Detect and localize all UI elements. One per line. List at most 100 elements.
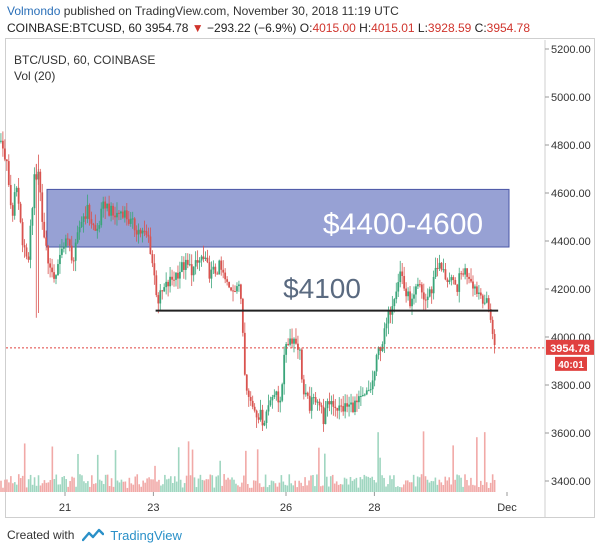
candle-body xyxy=(218,260,221,275)
volume-bar xyxy=(166,479,168,492)
candle-body xyxy=(415,286,417,295)
candle-body xyxy=(70,245,73,261)
candle-body xyxy=(139,229,142,234)
candle-body xyxy=(243,332,246,375)
candle-body xyxy=(15,187,18,193)
candle-body xyxy=(253,406,256,411)
candle-body xyxy=(167,281,170,287)
volume-bar xyxy=(288,474,291,492)
volume-bar xyxy=(168,478,170,492)
candle-body xyxy=(200,256,203,261)
candle-body xyxy=(424,299,427,301)
volume-bar xyxy=(14,482,16,492)
volume-bar xyxy=(57,484,60,492)
volume-bar xyxy=(262,486,265,492)
volume-bar xyxy=(154,465,156,492)
candle-body xyxy=(216,273,219,275)
close-label: C: xyxy=(474,21,487,35)
volume-bar xyxy=(489,482,492,492)
candle-body xyxy=(86,204,89,219)
candle-body xyxy=(62,247,65,249)
candle-body xyxy=(450,277,453,281)
volume-bar xyxy=(329,476,332,492)
volume-bar xyxy=(264,474,267,492)
volume-bar xyxy=(136,474,139,492)
candle-body xyxy=(39,171,42,193)
low-value: 3928.59 xyxy=(427,21,472,35)
candle-body xyxy=(247,390,250,397)
volume-bar xyxy=(170,476,172,492)
candle-body xyxy=(299,349,301,351)
volume-bar xyxy=(61,477,64,492)
volume-bar xyxy=(406,480,409,492)
candle-body xyxy=(49,263,52,268)
close-value: 3954.78 xyxy=(486,21,531,35)
candle-body xyxy=(98,225,101,229)
y-tick-label: 3600.00 xyxy=(551,428,591,440)
volume-bar xyxy=(189,475,192,492)
y-tick-label: 4800.00 xyxy=(551,140,591,152)
candle-body xyxy=(96,228,99,231)
candle-body xyxy=(320,405,323,407)
candle-body xyxy=(318,401,321,406)
candle-body xyxy=(324,408,327,425)
candle-body xyxy=(489,309,492,320)
candle-body xyxy=(334,406,337,409)
candle-body xyxy=(192,266,195,276)
volume-bar xyxy=(480,480,482,492)
candle-body xyxy=(165,281,168,288)
candle-body xyxy=(472,281,474,289)
candle-body xyxy=(434,267,437,277)
created-with-text: Created with xyxy=(7,528,75,542)
candle-body xyxy=(41,192,44,222)
candle-body xyxy=(487,298,490,310)
volume-bar xyxy=(472,484,474,492)
candle-body xyxy=(468,276,470,279)
low-label: L: xyxy=(417,21,428,35)
volume-bar xyxy=(53,479,56,492)
volume-bar xyxy=(375,482,377,492)
candle-body xyxy=(310,397,313,411)
tradingview-brand[interactable]: TradingView xyxy=(110,527,182,543)
volume-bar xyxy=(207,479,210,492)
volume-bar xyxy=(181,487,184,492)
candle-body xyxy=(365,390,368,395)
author-link[interactable]: Volmondo xyxy=(7,4,61,18)
candle-body xyxy=(161,290,164,292)
candle-body xyxy=(120,211,122,214)
volume-bar xyxy=(416,476,419,492)
volume-bar xyxy=(79,474,81,492)
volume-bar xyxy=(401,487,403,492)
volume-bar xyxy=(308,480,310,492)
candle-body xyxy=(202,256,205,259)
candle-body xyxy=(7,161,10,185)
open-value: 4015.00 xyxy=(312,21,356,35)
candle-body xyxy=(340,405,343,407)
candle-body xyxy=(287,344,289,346)
candle-body xyxy=(149,236,152,255)
volume-bar xyxy=(241,482,243,492)
volume-bar xyxy=(37,475,40,492)
volume-bar xyxy=(250,487,253,492)
volume-bar xyxy=(100,480,103,492)
volume-bar xyxy=(493,479,496,492)
candle-body xyxy=(94,225,97,231)
volume-bar xyxy=(106,474,109,492)
volume-bar xyxy=(440,482,443,492)
volume-bar xyxy=(408,482,411,492)
candle-body xyxy=(259,409,262,420)
candle-body xyxy=(153,263,156,276)
volume-bar xyxy=(43,480,46,492)
change-value: −293.22 (−6.9%) xyxy=(207,21,297,35)
candle-body xyxy=(157,295,160,304)
volume-bar xyxy=(177,447,180,492)
y-tick-label: 3800.00 xyxy=(551,380,591,392)
last-price-tag xyxy=(546,339,594,355)
volume-bar xyxy=(132,484,135,492)
volume-bar xyxy=(231,477,233,492)
volume-bar xyxy=(462,486,464,492)
volume-bar xyxy=(343,477,346,492)
volume-bar xyxy=(45,482,48,492)
candle-body xyxy=(108,203,111,216)
